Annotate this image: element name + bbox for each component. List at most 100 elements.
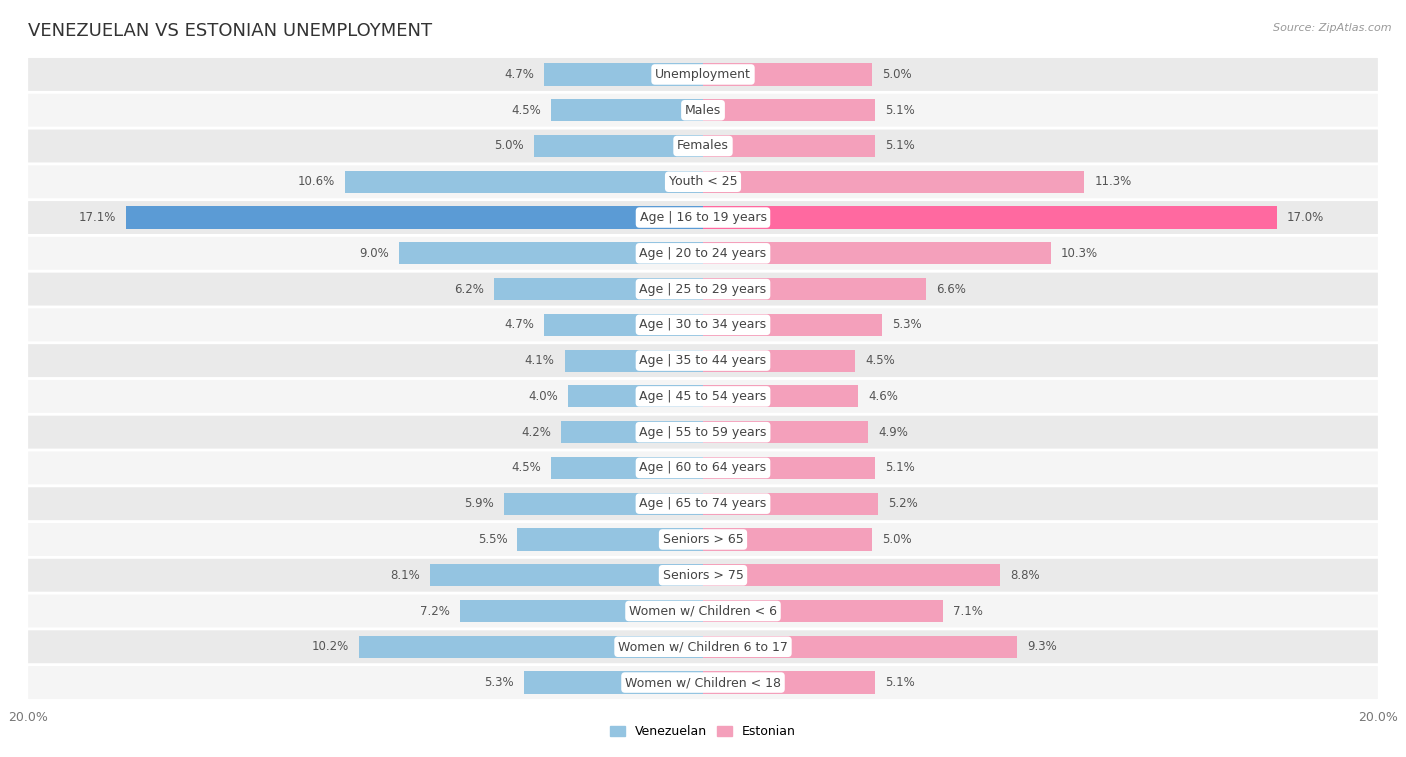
FancyBboxPatch shape: [28, 273, 1378, 306]
Bar: [359, 636, 703, 658]
Bar: [551, 99, 703, 121]
Text: 6.6%: 6.6%: [936, 282, 966, 295]
Bar: [703, 313, 882, 336]
Text: 8.8%: 8.8%: [1010, 569, 1039, 581]
FancyBboxPatch shape: [28, 631, 1378, 663]
Text: 4.9%: 4.9%: [879, 425, 908, 438]
Text: Females: Females: [678, 139, 728, 152]
Bar: [561, 421, 703, 444]
Legend: Venezuelan, Estonian: Venezuelan, Estonian: [605, 721, 801, 743]
Text: Seniors > 65: Seniors > 65: [662, 533, 744, 546]
Bar: [127, 207, 703, 229]
Bar: [430, 564, 703, 587]
Text: 5.1%: 5.1%: [886, 462, 915, 475]
FancyBboxPatch shape: [28, 523, 1378, 556]
Bar: [460, 600, 703, 622]
Text: Age | 55 to 59 years: Age | 55 to 59 years: [640, 425, 766, 438]
Bar: [517, 528, 703, 550]
Bar: [346, 170, 703, 193]
Text: Women w/ Children < 18: Women w/ Children < 18: [626, 676, 780, 689]
FancyBboxPatch shape: [28, 201, 1378, 234]
Text: 10.6%: 10.6%: [298, 176, 335, 188]
Text: Age | 16 to 19 years: Age | 16 to 19 years: [640, 211, 766, 224]
Bar: [703, 564, 1000, 587]
Bar: [703, 636, 1017, 658]
FancyBboxPatch shape: [28, 488, 1378, 520]
Bar: [703, 528, 872, 550]
Text: Age | 35 to 44 years: Age | 35 to 44 years: [640, 354, 766, 367]
Text: 17.1%: 17.1%: [79, 211, 115, 224]
Text: Age | 45 to 54 years: Age | 45 to 54 years: [640, 390, 766, 403]
Text: Age | 60 to 64 years: Age | 60 to 64 years: [640, 462, 766, 475]
Bar: [703, 600, 942, 622]
FancyBboxPatch shape: [28, 165, 1378, 198]
FancyBboxPatch shape: [28, 308, 1378, 341]
Text: 5.0%: 5.0%: [882, 68, 911, 81]
Text: 4.7%: 4.7%: [505, 68, 534, 81]
Bar: [534, 135, 703, 157]
Text: 8.1%: 8.1%: [389, 569, 419, 581]
Text: Age | 65 to 74 years: Age | 65 to 74 years: [640, 497, 766, 510]
Text: 5.0%: 5.0%: [882, 533, 911, 546]
FancyBboxPatch shape: [28, 559, 1378, 592]
Text: 10.3%: 10.3%: [1060, 247, 1098, 260]
Bar: [703, 385, 858, 407]
Text: 4.7%: 4.7%: [505, 319, 534, 332]
Bar: [494, 278, 703, 301]
Text: 7.2%: 7.2%: [420, 605, 450, 618]
Text: Unemployment: Unemployment: [655, 68, 751, 81]
Bar: [703, 207, 1277, 229]
Text: 5.5%: 5.5%: [478, 533, 508, 546]
Bar: [703, 278, 925, 301]
FancyBboxPatch shape: [28, 666, 1378, 699]
Bar: [703, 671, 875, 693]
FancyBboxPatch shape: [28, 58, 1378, 91]
Text: 10.2%: 10.2%: [312, 640, 349, 653]
Bar: [703, 242, 1050, 264]
FancyBboxPatch shape: [28, 594, 1378, 628]
Text: 4.5%: 4.5%: [512, 104, 541, 117]
Text: Age | 30 to 34 years: Age | 30 to 34 years: [640, 319, 766, 332]
Bar: [565, 350, 703, 372]
FancyBboxPatch shape: [28, 129, 1378, 163]
Text: Seniors > 75: Seniors > 75: [662, 569, 744, 581]
Text: 4.1%: 4.1%: [524, 354, 554, 367]
Bar: [544, 64, 703, 86]
FancyBboxPatch shape: [28, 451, 1378, 484]
Text: 5.9%: 5.9%: [464, 497, 494, 510]
Bar: [703, 135, 875, 157]
Text: 5.0%: 5.0%: [495, 139, 524, 152]
FancyBboxPatch shape: [28, 237, 1378, 269]
Text: 5.3%: 5.3%: [485, 676, 515, 689]
Bar: [503, 493, 703, 515]
Text: 5.2%: 5.2%: [889, 497, 918, 510]
FancyBboxPatch shape: [28, 94, 1378, 126]
Bar: [703, 170, 1084, 193]
Bar: [544, 313, 703, 336]
Text: 6.2%: 6.2%: [454, 282, 484, 295]
Text: Women w/ Children 6 to 17: Women w/ Children 6 to 17: [619, 640, 787, 653]
Text: 5.3%: 5.3%: [891, 319, 921, 332]
FancyBboxPatch shape: [28, 416, 1378, 449]
Text: 11.3%: 11.3%: [1094, 176, 1132, 188]
Bar: [703, 493, 879, 515]
FancyBboxPatch shape: [28, 380, 1378, 413]
Text: 5.1%: 5.1%: [886, 139, 915, 152]
FancyBboxPatch shape: [28, 344, 1378, 377]
Text: 9.3%: 9.3%: [1026, 640, 1057, 653]
Text: VENEZUELAN VS ESTONIAN UNEMPLOYMENT: VENEZUELAN VS ESTONIAN UNEMPLOYMENT: [28, 22, 432, 40]
Bar: [703, 350, 855, 372]
Text: Males: Males: [685, 104, 721, 117]
Text: Age | 25 to 29 years: Age | 25 to 29 years: [640, 282, 766, 295]
Text: 7.1%: 7.1%: [953, 605, 983, 618]
Text: 5.1%: 5.1%: [886, 676, 915, 689]
Text: 4.5%: 4.5%: [512, 462, 541, 475]
Bar: [703, 64, 872, 86]
Bar: [399, 242, 703, 264]
Bar: [703, 421, 869, 444]
Bar: [524, 671, 703, 693]
Text: 4.6%: 4.6%: [869, 390, 898, 403]
Text: 4.0%: 4.0%: [529, 390, 558, 403]
Text: 4.5%: 4.5%: [865, 354, 894, 367]
Text: 9.0%: 9.0%: [360, 247, 389, 260]
